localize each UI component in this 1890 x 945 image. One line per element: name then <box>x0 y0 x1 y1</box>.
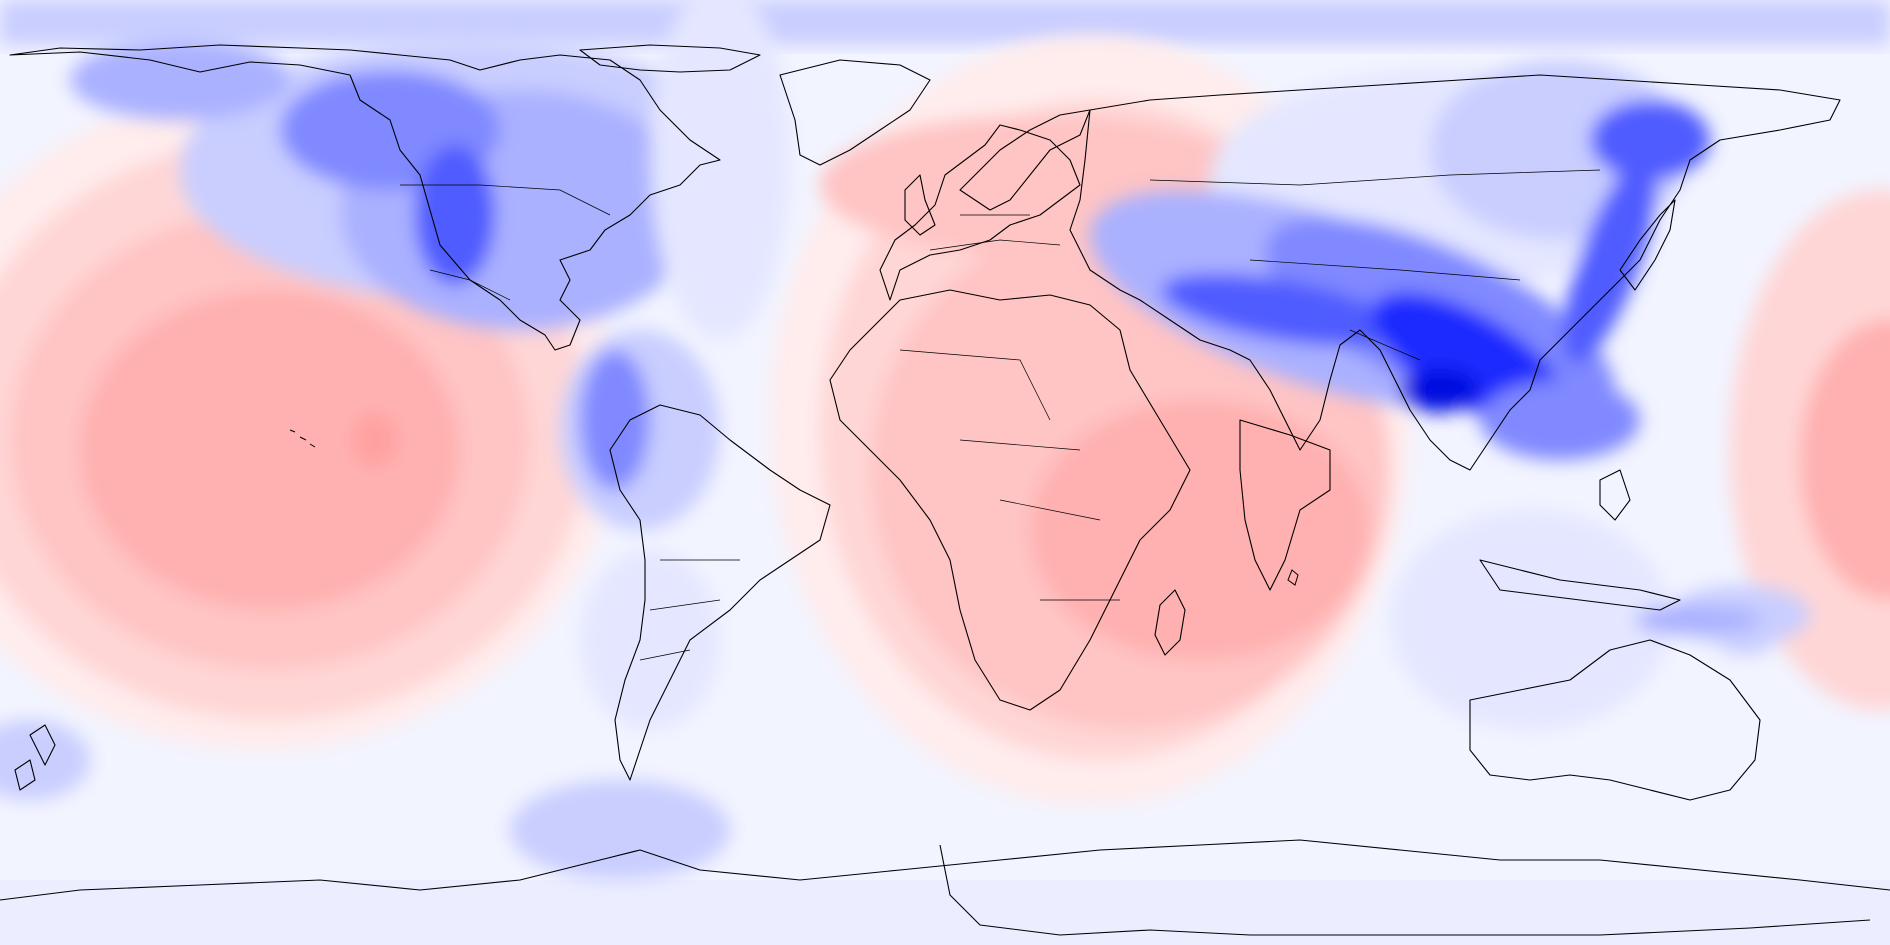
madagascar-coast <box>1154 589 1186 656</box>
europe-coast <box>879 124 1081 301</box>
south-america-coast <box>609 404 831 781</box>
africa-borders <box>899 349 1120 601</box>
antarctic-pale-band <box>0 880 1890 945</box>
country-borders <box>400 169 1601 661</box>
south-america-negative <box>560 330 720 730</box>
australia-coast <box>1469 639 1761 801</box>
antarctic-shelf-line <box>939 844 1871 936</box>
australia-negative <box>1390 510 1810 730</box>
greenland-coast <box>779 59 931 166</box>
arctic-islands-coast <box>579 44 761 73</box>
indonesia-coast <box>1479 559 1681 611</box>
sri-lanka <box>1287 569 1299 586</box>
japan-coast <box>1619 199 1676 291</box>
britain-coast <box>904 174 936 236</box>
new-zealand-coast <box>14 724 56 791</box>
hawaii-islands <box>289 429 316 448</box>
antarctica-coast <box>0 839 1890 901</box>
east-asia-negative-band <box>1090 60 1710 460</box>
arctic-negative-band <box>0 0 1890 45</box>
north-america-negative <box>70 40 760 330</box>
coastlines <box>0 44 1890 936</box>
philippines-coast <box>1599 469 1631 521</box>
us-mexico-border <box>429 269 511 301</box>
asia-borders <box>1149 169 1601 361</box>
europe-borders <box>929 214 1061 251</box>
east-pacific-positive <box>1730 190 1890 710</box>
scandinavia-coast <box>959 109 1091 211</box>
africa-coast <box>829 289 1191 711</box>
asia-coast <box>1069 74 1841 471</box>
india-coast <box>1239 419 1331 591</box>
southern-ocean-negative <box>0 720 730 880</box>
us-canada-border <box>400 184 611 216</box>
north-america-coast <box>9 44 721 351</box>
north-atlantic-negative <box>650 0 790 340</box>
south-america-borders <box>639 559 740 661</box>
